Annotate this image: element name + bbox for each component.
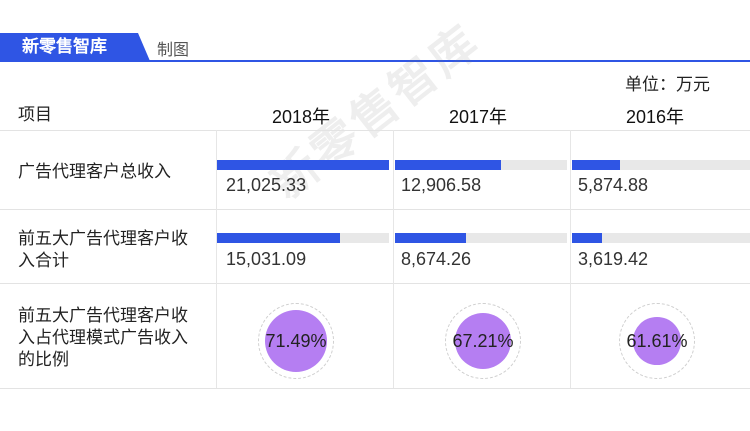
row-divider-2 <box>0 283 750 284</box>
value-top5-2016: 3,619.42 <box>578 249 649 269</box>
value-top5-2018: 15,031.09 <box>226 249 307 269</box>
value-total-2016: 5,874.88 <box>578 175 649 195</box>
bar-track-total-2016 <box>572 160 750 170</box>
ratio-circle-2016 <box>633 317 681 365</box>
column-header-2017: 2017年 <box>448 107 508 127</box>
bar-track-top5-2016 <box>572 233 750 243</box>
row-label-top5-ratio: 前五大广告代理客户收入占代理模式广告收入的比例 <box>18 306 188 369</box>
bar-top5-2016 <box>572 233 602 243</box>
unit-label: 单位：万元 <box>625 75 710 94</box>
header-divider <box>0 130 750 131</box>
bar-track-top5-2018 <box>217 233 389 243</box>
col-divider-3 <box>570 130 571 388</box>
row-label-top5-income: 前五大广告代理客户收入合计 <box>18 229 188 270</box>
brand-label: 新零售智库 <box>22 37 107 56</box>
row-label-total-income: 广告代理客户总收入 <box>18 162 171 181</box>
ratio-value-2016: 61.61% <box>626 331 688 351</box>
first-column-header: 项目 <box>18 105 52 124</box>
column-header-2016: 2016年 <box>625 107 685 127</box>
bar-top5-2018 <box>217 233 340 243</box>
bar-top5-2017 <box>395 233 466 243</box>
ratio-circle-2017 <box>454 312 512 370</box>
column-header-2018: 2018年 <box>271 107 331 127</box>
bar-track-total-2017 <box>395 160 567 170</box>
ratio-ring-2018 <box>258 303 334 379</box>
bar-track-top5-2017 <box>395 233 567 243</box>
ratio-value-2017: 67.21% <box>452 331 514 351</box>
brand-rule <box>0 60 750 62</box>
ratio-ring-2017 <box>445 303 521 379</box>
bar-total-2018 <box>217 160 389 170</box>
bar-track-total-2018 <box>217 160 389 170</box>
ratio-ring-2016 <box>619 303 695 379</box>
value-total-2018: 21,025.33 <box>226 175 307 195</box>
bar-total-2017 <box>395 160 501 170</box>
value-top5-2017: 8,674.26 <box>401 249 472 269</box>
ratio-value-2018: 71.49% <box>265 331 327 351</box>
value-total-2017: 12,906.58 <box>401 175 482 195</box>
made-by-label: 制图 <box>157 42 190 59</box>
bar-total-2016 <box>572 160 620 170</box>
table-bottom-line <box>0 388 750 389</box>
row-divider-1 <box>0 209 750 210</box>
brand-tab: 新零售智库 <box>0 33 150 61</box>
col-divider-1 <box>216 130 217 388</box>
col-divider-2 <box>393 130 394 388</box>
ratio-circle-2018 <box>264 309 328 373</box>
